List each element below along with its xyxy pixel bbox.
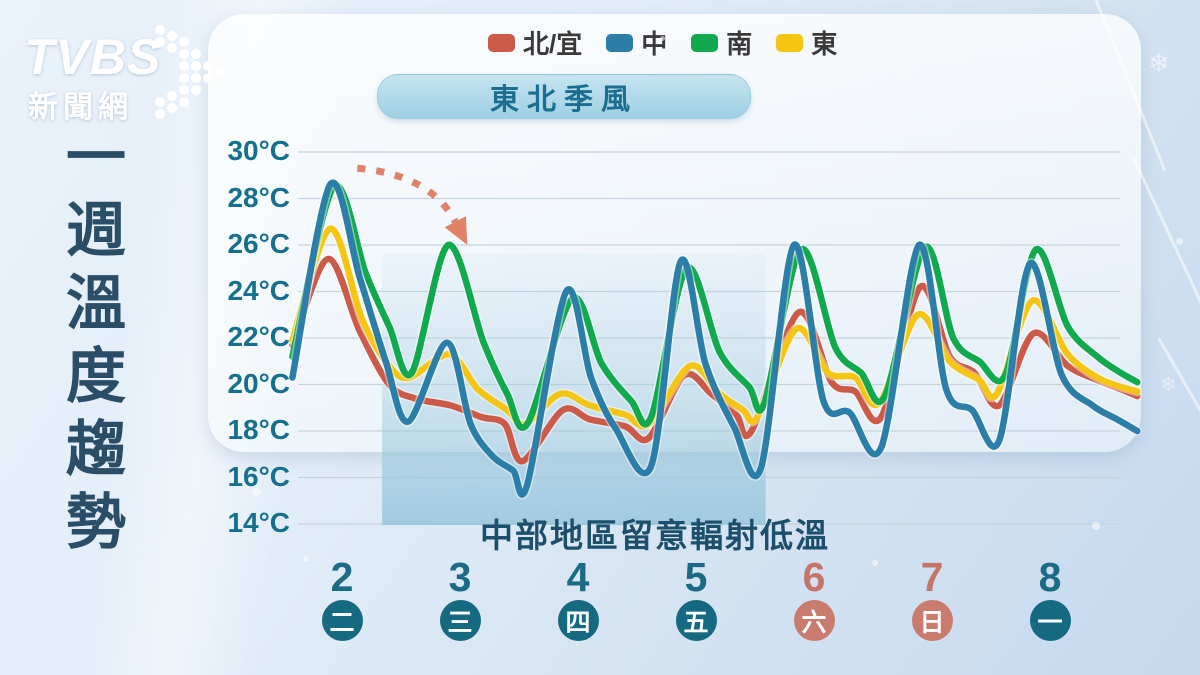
series-line-北/宜 (289, 255, 1141, 465)
legend-label: 東 (811, 29, 838, 59)
logo-dot (155, 25, 165, 35)
series-line-東 (289, 225, 1141, 430)
logo-dot (155, 97, 165, 107)
trend-arrow-head (444, 216, 468, 245)
y-tick-label: 14°C (227, 507, 290, 538)
series-line-南 (289, 182, 1141, 431)
day-number: 5 (684, 554, 708, 600)
logo-dot (179, 49, 189, 59)
legend-item: 南 (691, 24, 752, 61)
y-tick-label: 22°C (227, 321, 290, 352)
series-lines (287, 177, 1143, 500)
logo-dot (179, 61, 189, 71)
legend-item: 北/宜 (488, 24, 582, 61)
page-title-char: 週 (66, 197, 126, 264)
y-tick-label: 30°C (227, 135, 290, 166)
y-tick-label: 16°C (227, 460, 290, 492)
weekday-circle: 三 (439, 600, 481, 641)
day-number: 4 (566, 554, 590, 600)
logo-dot (179, 37, 189, 47)
logo-dot (203, 73, 213, 83)
logo-dot (203, 61, 213, 71)
page-title-char: 度 (66, 343, 126, 410)
day-number: 6 (802, 554, 826, 600)
logo-dot (155, 37, 165, 47)
logo-dot (191, 73, 201, 83)
weekday-circle: 四 (557, 600, 599, 641)
y-tick-label: 28°C (227, 181, 290, 213)
legend-label: 南 (726, 29, 753, 59)
logo-dot (167, 103, 177, 113)
trend-arrow-curve (357, 164, 459, 224)
trend-arrow-icon (357, 164, 468, 245)
weekday-circle: 日 (911, 600, 953, 641)
legend-label: 中 (641, 29, 668, 59)
logo-dot (191, 61, 201, 71)
page-title-char: 一 (66, 124, 126, 191)
monsoon-badge-label: 東北季風 (489, 83, 638, 116)
day-number: 3 (448, 554, 472, 600)
y-tick-label: 20°C (227, 367, 290, 399)
legend-item: 中 (606, 24, 667, 61)
logo-dot (179, 85, 189, 95)
logo-dot (167, 91, 177, 101)
legend-item: 東 (776, 24, 837, 61)
tvbs-logo-text: TVBS (24, 29, 162, 85)
legend-swatch (606, 33, 634, 52)
day-number: 7 (920, 554, 944, 600)
page-title: 一週溫度趨勢 (58, 126, 134, 555)
weekday-circle: 六 (793, 600, 835, 641)
chart-legend: 北/宜 中 南 東 (488, 24, 837, 61)
monsoon-badge: 東北季風 (377, 74, 751, 119)
logo-dot (191, 49, 201, 59)
tvbs-dots-arrow-icon (155, 25, 225, 119)
page-title-char: 溫 (66, 270, 126, 337)
tvbs-logo: TVBS 新聞網 (16, 20, 225, 124)
logo-dot (179, 97, 189, 107)
y-tick-label: 24°C (227, 274, 290, 306)
logo-dot (215, 67, 225, 77)
logo-dot (167, 31, 177, 41)
legend-swatch (691, 33, 719, 52)
radiative-cooling-annotation: 中部地區留意輻射低溫 (480, 517, 830, 554)
y-tick-label: 18°C (227, 414, 290, 445)
y-tick-label: 26°C (227, 228, 290, 259)
logo-dot (155, 109, 165, 119)
legend-swatch (776, 33, 804, 52)
day-number: 8 (1038, 554, 1062, 600)
legend-label: 北/宜 (523, 29, 583, 59)
logo-dot (179, 73, 189, 83)
legend-swatch (488, 33, 515, 52)
weekday-circle: 二 (321, 600, 363, 641)
page-title-char: 勢 (66, 489, 126, 556)
weekday-circle: 五 (675, 600, 717, 641)
logo-dot (167, 43, 177, 53)
page-title-char: 趨 (66, 416, 126, 483)
series-line-中 (289, 179, 1141, 498)
day-number: 2 (330, 554, 354, 600)
logo-dot (191, 85, 201, 95)
weekday-circle: 一 (1029, 600, 1071, 641)
tvbs-site-name: 新聞網 (28, 91, 133, 124)
